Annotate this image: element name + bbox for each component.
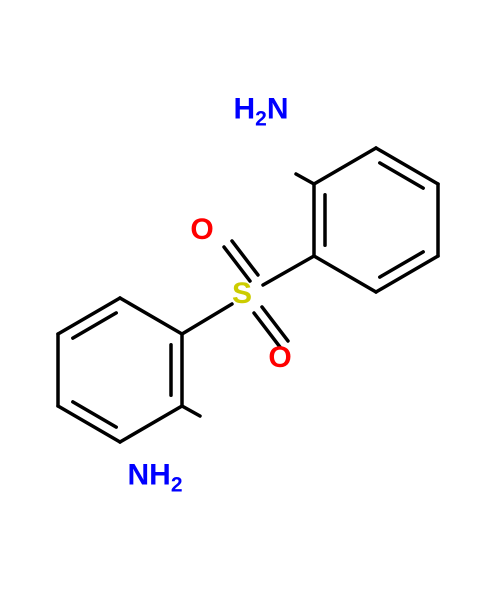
sulfur-label: S [232, 277, 252, 310]
oxygen2-label: O [268, 341, 291, 374]
nitrogen1-label: H2N [233, 93, 288, 126]
oxygen1-label: O [190, 213, 213, 246]
amino-group-1: H2N [233, 93, 288, 132]
oxygen-atom-2: O [268, 341, 291, 375]
amino-group-2: NH2 [127, 459, 182, 498]
molecule-canvas: S O O H2N NH2 [0, 0, 500, 600]
nitrogen2-label: NH2 [127, 459, 182, 492]
sulfur-atom: S [232, 277, 252, 311]
oxygen-atom-1: O [190, 213, 213, 247]
